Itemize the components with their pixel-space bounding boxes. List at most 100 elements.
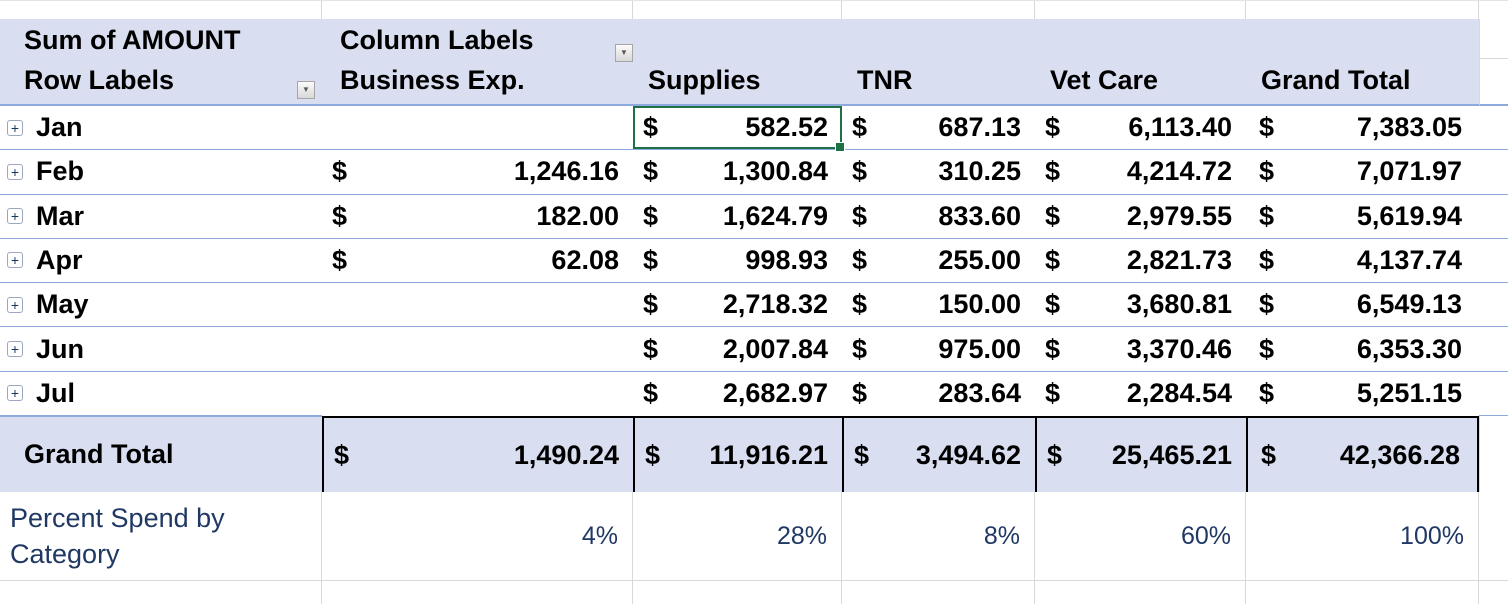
row-label-cell[interactable]: + Feb — [0, 150, 322, 195]
currency-symbol: $ — [1045, 112, 1061, 143]
cell-vet-care[interactable]: $ 2,979.55 — [1035, 194, 1246, 239]
amount: 5,251.15 — [1356, 378, 1462, 409]
cell-grand-total-total[interactable]: $ 42,366.28 — [1246, 416, 1479, 492]
cell-supplies[interactable]: $ 998.93 — [633, 238, 842, 284]
pivot-body: + Jan $ $ 582.52 $ 687.13 $ 6,113.40 $ 7… — [0, 106, 1508, 416]
cell-business-exp[interactable]: $ 182.00 — [322, 194, 633, 239]
cell-supplies[interactable]: $ 2,682.97 — [633, 371, 842, 416]
cell-grand-total[interactable]: $ 6,353.30 — [1246, 327, 1479, 372]
cell-grand-total[interactable]: $ 5,619.94 — [1246, 194, 1479, 239]
percent-label-cell[interactable]: Percent Spend by Category — [0, 492, 322, 581]
cell-business-exp[interactable]: $ — [322, 283, 633, 328]
expand-icon[interactable]: + — [7, 119, 23, 136]
cell-vet-care[interactable]: $ 3,680.81 — [1035, 283, 1246, 328]
row-sliver — [1479, 492, 1508, 581]
cell-supplies[interactable]: $ 1,624.79 — [633, 194, 842, 239]
table-row-mar: + Mar $ 182.00 $ 1,624.79 $ 833.60 $ 2,9… — [0, 194, 1508, 239]
cell-tnr[interactable]: $ 310.25 — [842, 150, 1035, 195]
currency-symbol: $ — [852, 378, 868, 409]
cell-vet-care[interactable]: $ 6,113.40 — [1035, 106, 1246, 151]
cell-grand-total-tnr[interactable]: $ 3,494.62 — [842, 416, 1035, 492]
cell-grand-total-business-exp[interactable]: $ 1,490.24 — [322, 416, 633, 492]
row-label: Mar — [36, 200, 85, 231]
currency-symbol: $ — [643, 244, 659, 275]
currency-symbol: $ — [852, 333, 868, 364]
row-labels-title: Row Labels — [24, 65, 175, 95]
column-labels-header-cell[interactable]: Column Labels Business Exp. ▼ — [322, 19, 633, 106]
expand-icon[interactable]: + — [7, 385, 23, 402]
amount: 150.00 — [938, 289, 1021, 320]
cell-vet-care[interactable]: $ 4,214.72 — [1035, 150, 1246, 195]
currency-symbol: $ — [1259, 244, 1275, 275]
cell-tnr[interactable]: $ 833.60 — [842, 194, 1035, 239]
row-labels-header-cell[interactable]: Sum of AMOUNT Row Labels ▼ — [0, 19, 322, 106]
row-sliver — [1479, 283, 1508, 328]
cell-grand-total[interactable]: $ 7,383.05 — [1246, 106, 1479, 151]
cell-business-exp[interactable]: $ — [322, 327, 633, 372]
percent-supplies[interactable]: 28% — [633, 492, 842, 581]
table-row-apr: + Apr $ 62.08 $ 998.93 $ 255.00 $ 2,821.… — [0, 238, 1508, 284]
cell-business-exp[interactable]: $ 1,246.16 — [322, 150, 633, 195]
cell-grand-total-vet-care[interactable]: $ 25,465.21 — [1035, 416, 1246, 492]
cell-supplies[interactable]: $ 1,300.84 — [633, 150, 842, 195]
currency-symbol: $ — [1045, 378, 1061, 409]
currency-symbol: $ — [334, 439, 350, 470]
cell-vet-care[interactable]: $ 2,821.73 — [1035, 238, 1246, 284]
row-label-cell[interactable]: + Jul — [0, 371, 322, 416]
column-header-grand-total[interactable]: Grand Total — [1246, 19, 1479, 106]
percent-spend-row: Percent Spend by Category 4% 28% 8% 60% … — [0, 492, 1508, 581]
cell-vet-care[interactable]: $ 3,370.46 — [1035, 327, 1246, 372]
amount: 42,366.28 — [1339, 439, 1460, 470]
column-labels-filter-button[interactable]: ▼ — [615, 44, 633, 62]
currency-symbol: $ — [852, 112, 868, 143]
amount: 1,490.24 — [513, 439, 619, 470]
percent-grand-total[interactable]: 100% — [1246, 492, 1479, 581]
column-header-vet-care[interactable]: Vet Care — [1035, 19, 1246, 106]
percent-vet-care[interactable]: 60% — [1035, 492, 1246, 581]
empty-cell — [322, 581, 633, 604]
cell-vet-care[interactable]: $ 2,284.54 — [1035, 371, 1246, 416]
cell-grand-total[interactable]: $ 4,137.74 — [1246, 238, 1479, 284]
cell-tnr[interactable]: $ 150.00 — [842, 283, 1035, 328]
row-label-cell[interactable]: + Apr — [0, 238, 322, 284]
expand-icon[interactable]: + — [7, 252, 23, 269]
row-label-cell[interactable]: + Mar — [0, 194, 322, 239]
amount: 687.13 — [938, 112, 1021, 143]
expand-icon[interactable]: + — [7, 208, 23, 225]
cell-business-exp[interactable]: $ — [322, 371, 633, 416]
top-gridline-strip — [0, 0, 1508, 19]
cell-tnr[interactable]: $ 283.64 — [842, 371, 1035, 416]
cell-tnr[interactable]: $ 255.00 — [842, 238, 1035, 284]
cell-tnr[interactable]: $ 975.00 — [842, 327, 1035, 372]
amount: 3,680.81 — [1126, 289, 1232, 320]
cell-tnr[interactable]: $ 687.13 — [842, 106, 1035, 151]
expand-icon[interactable]: + — [7, 163, 23, 180]
cell-grand-total-supplies[interactable]: $ 11,916.21 — [633, 416, 842, 492]
column-header-supplies[interactable]: Supplies — [633, 19, 842, 106]
row-label-cell[interactable]: + Jun — [0, 327, 322, 372]
selected-cell-supplies[interactable]: $ 582.52 — [633, 106, 845, 153]
amount: 5,619.94 — [1356, 200, 1462, 231]
cell-supplies[interactable]: $ 2,718.32 — [633, 283, 842, 328]
row-labels-filter-button[interactable]: ▼ — [297, 81, 315, 99]
grand-total-label-cell[interactable]: Grand Total — [0, 416, 322, 492]
currency-symbol: $ — [852, 200, 868, 231]
pivot-header: Sum of AMOUNT Row Labels ▼ Column Labels… — [0, 19, 1508, 106]
cell-grand-total[interactable]: $ 6,549.13 — [1246, 283, 1479, 328]
currency-symbol: $ — [854, 439, 870, 470]
row-sliver — [1479, 150, 1508, 195]
row-label-cell[interactable]: + May — [0, 283, 322, 328]
expand-icon[interactable]: + — [7, 341, 23, 358]
cell-supplies[interactable]: $ 2,007.84 — [633, 327, 842, 372]
expand-icon[interactable]: + — [7, 296, 23, 313]
cell-grand-total[interactable]: $ 7,071.97 — [1246, 150, 1479, 195]
row-label-cell[interactable]: + Jan — [0, 106, 322, 151]
currency-symbol: $ — [643, 333, 659, 364]
cell-business-exp[interactable]: $ 62.08 — [322, 238, 633, 284]
cell-business-exp[interactable]: $ — [322, 106, 633, 151]
cell-grand-total[interactable]: $ 5,251.15 — [1246, 371, 1479, 416]
percent-tnr[interactable]: 8% — [842, 492, 1035, 581]
column-header-tnr[interactable]: TNR — [842, 19, 1035, 106]
currency-symbol: $ — [1045, 156, 1061, 187]
percent-business-exp[interactable]: 4% — [322, 492, 633, 581]
